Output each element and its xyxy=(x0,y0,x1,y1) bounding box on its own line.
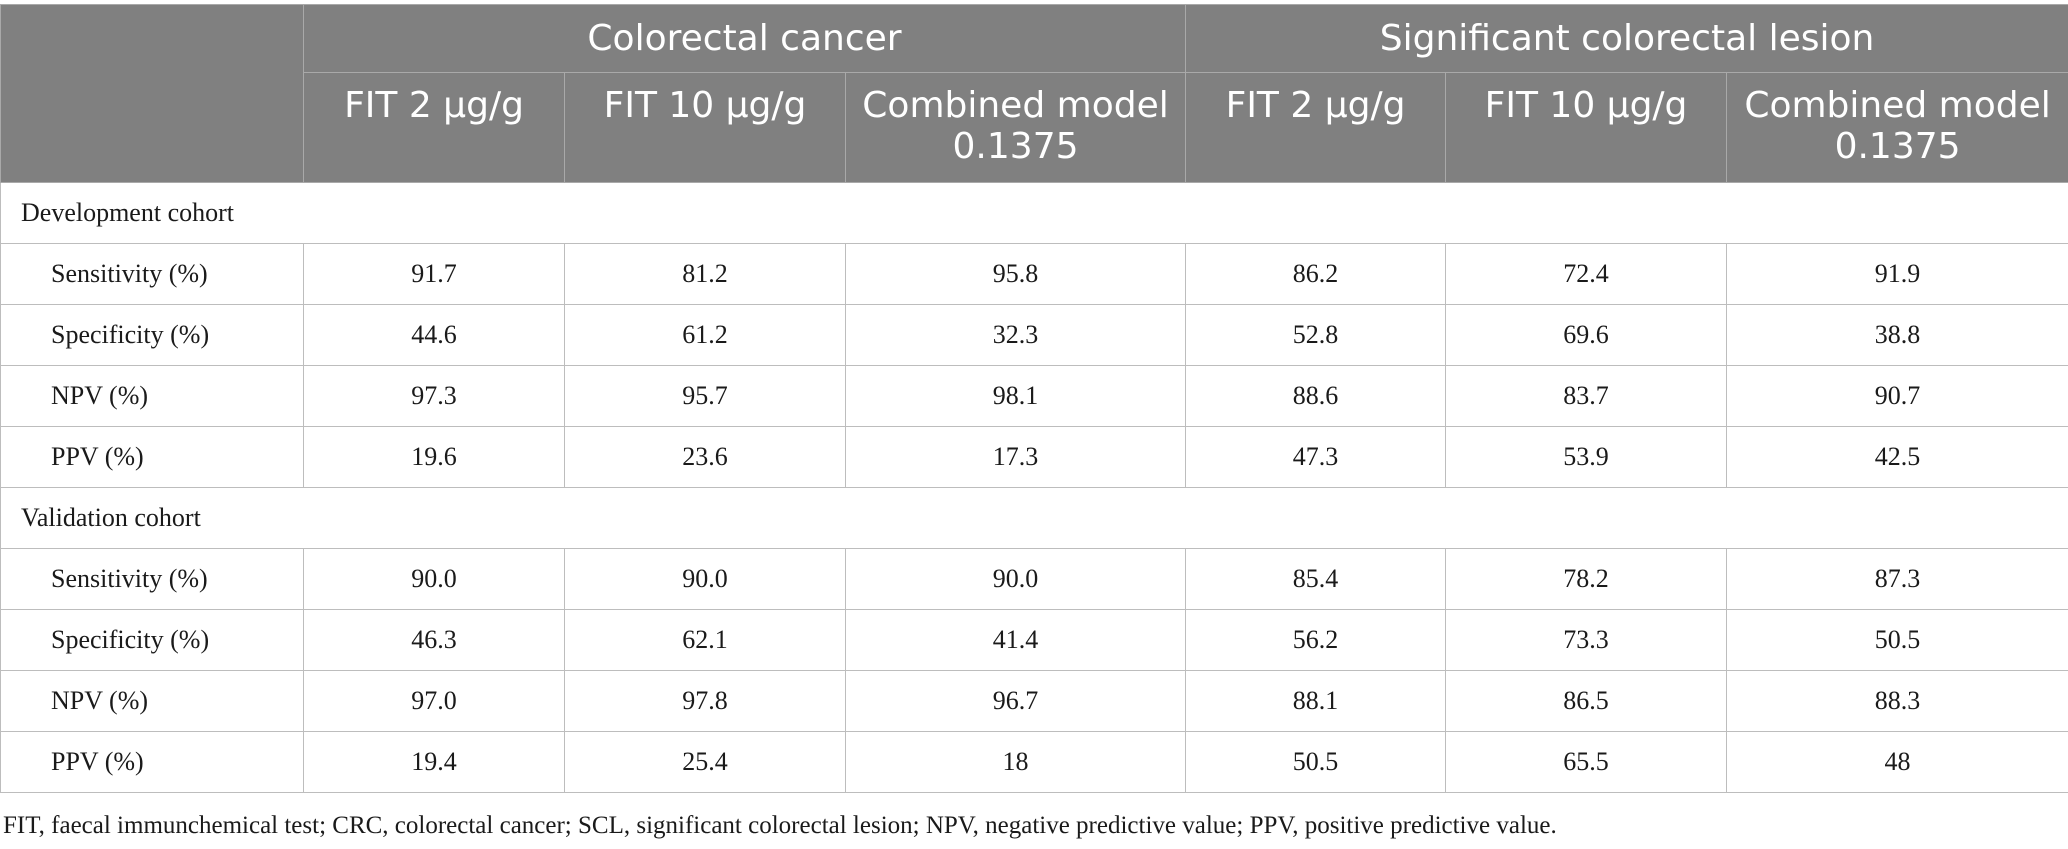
table-cell: 97.8 xyxy=(564,670,846,732)
table-cell: 19.6 xyxy=(303,426,565,488)
table-cell: 46.3 xyxy=(303,609,565,671)
column-header: FIT 2 μg/g xyxy=(1185,72,1447,183)
table-cell: 19.4 xyxy=(303,731,565,793)
table-cell: 86.2 xyxy=(1185,243,1447,305)
table-cell: 25.4 xyxy=(564,731,846,793)
row-label: PPV (%) xyxy=(0,426,304,488)
table-cell: 41.4 xyxy=(844,609,1187,671)
row-label: PPV (%) xyxy=(0,731,304,793)
table-cell: 90.0 xyxy=(844,548,1187,610)
table-cell: 65.5 xyxy=(1445,731,1728,793)
table-cell: 23.6 xyxy=(564,426,846,488)
table-cell: 97.0 xyxy=(303,670,565,732)
table-cell: 88.6 xyxy=(1185,365,1447,427)
table-cell: 18 xyxy=(844,731,1187,793)
table-cell: 91.9 xyxy=(1726,243,2068,305)
table-cell: 78.2 xyxy=(1445,548,1728,610)
table-cell: 32.3 xyxy=(844,304,1187,366)
table-footnote: FIT, faecal immunchemical test; CRC, col… xyxy=(3,812,1557,839)
table-cell: 98.1 xyxy=(844,365,1187,427)
table-cell: 90.7 xyxy=(1726,365,2068,427)
column-header: FIT 10 μg/g xyxy=(564,72,846,183)
table-row: PPV (%) 19.6 23.6 17.3 47.3 53.9 42.5 xyxy=(0,426,2068,488)
table-cell: 69.6 xyxy=(1445,304,1728,366)
table-cell: 83.7 xyxy=(1445,365,1728,427)
table-cell: 81.2 xyxy=(564,243,846,305)
table-cell: 95.7 xyxy=(564,365,846,427)
table-cell: 47.3 xyxy=(1185,426,1447,488)
table-cell: 87.3 xyxy=(1726,548,2068,610)
table-cell: 44.6 xyxy=(303,304,565,366)
header-group-row: Colorectal cancer Significant colorectal… xyxy=(0,4,2068,183)
table-cell: 88.1 xyxy=(1185,670,1447,732)
table-cell: 50.5 xyxy=(1726,609,2068,671)
column-header: Combined model 0.1375 xyxy=(844,72,1187,183)
table-cell: 85.4 xyxy=(1185,548,1447,610)
corner-header-cell xyxy=(0,4,304,183)
column-header: Combined model 0.1375 xyxy=(1726,72,2068,183)
table-row: NPV (%) 97.3 95.7 98.1 88.6 83.7 90.7 xyxy=(0,365,2068,427)
section-row-development: Development cohort xyxy=(0,182,2068,244)
row-label: Specificity (%) xyxy=(0,609,304,671)
column-header: FIT 2 μg/g xyxy=(303,72,565,183)
row-label: Sensitivity (%) xyxy=(0,548,304,610)
table-cell: 73.3 xyxy=(1445,609,1728,671)
table-row: Specificity (%) 46.3 62.1 41.4 56.2 73.3… xyxy=(0,609,2068,671)
table-cell: 42.5 xyxy=(1726,426,2068,488)
table-cell: 96.7 xyxy=(844,670,1187,732)
table-cell: 88.3 xyxy=(1726,670,2068,732)
table-row: PPV (%) 19.4 25.4 18 50.5 65.5 48 xyxy=(0,731,2068,793)
row-label: Sensitivity (%) xyxy=(0,243,304,305)
table-cell: 61.2 xyxy=(564,304,846,366)
column-header: FIT 10 μg/g xyxy=(1445,72,1728,183)
group-header-significant-colorectal-lesion: Significant colorectal lesion xyxy=(1185,4,2068,73)
header-subcolumn-row: FIT 2 μg/g FIT 10 μg/g Combined model 0.… xyxy=(1,72,2068,183)
table-cell: 38.8 xyxy=(1726,304,2068,366)
table-cell: 90.0 xyxy=(303,548,565,610)
table-cell: 90.0 xyxy=(564,548,846,610)
table-cell: 48 xyxy=(1726,731,2068,793)
section-title: Validation cohort xyxy=(0,487,2068,549)
row-label: Specificity (%) xyxy=(0,304,304,366)
section-title: Development cohort xyxy=(0,182,2068,244)
table-cell: 56.2 xyxy=(1185,609,1447,671)
row-label: NPV (%) xyxy=(0,365,304,427)
table-cell: 62.1 xyxy=(564,609,846,671)
table-cell: 91.7 xyxy=(303,243,565,305)
table-cell: 95.8 xyxy=(844,243,1187,305)
table-row: Specificity (%) 44.6 61.2 32.3 52.8 69.6… xyxy=(0,304,2068,366)
table-cell: 86.5 xyxy=(1445,670,1728,732)
results-table: Colorectal cancer Significant colorectal… xyxy=(0,4,2068,793)
table-cell: 97.3 xyxy=(303,365,565,427)
table-row: Sensitivity (%) 91.7 81.2 95.8 86.2 72.4… xyxy=(0,243,2068,305)
table-row: Sensitivity (%) 90.0 90.0 90.0 85.4 78.2… xyxy=(0,548,2068,610)
table-cell: 53.9 xyxy=(1445,426,1728,488)
table-row: NPV (%) 97.0 97.8 96.7 88.1 86.5 88.3 xyxy=(0,670,2068,732)
table-cell: 72.4 xyxy=(1445,243,1728,305)
table-cell: 17.3 xyxy=(844,426,1187,488)
table-cell: 50.5 xyxy=(1185,731,1447,793)
row-label: NPV (%) xyxy=(0,670,304,732)
section-row-validation: Validation cohort xyxy=(0,487,2068,549)
group-header-colorectal-cancer: Colorectal cancer xyxy=(302,4,1187,73)
table-cell: 52.8 xyxy=(1185,304,1447,366)
